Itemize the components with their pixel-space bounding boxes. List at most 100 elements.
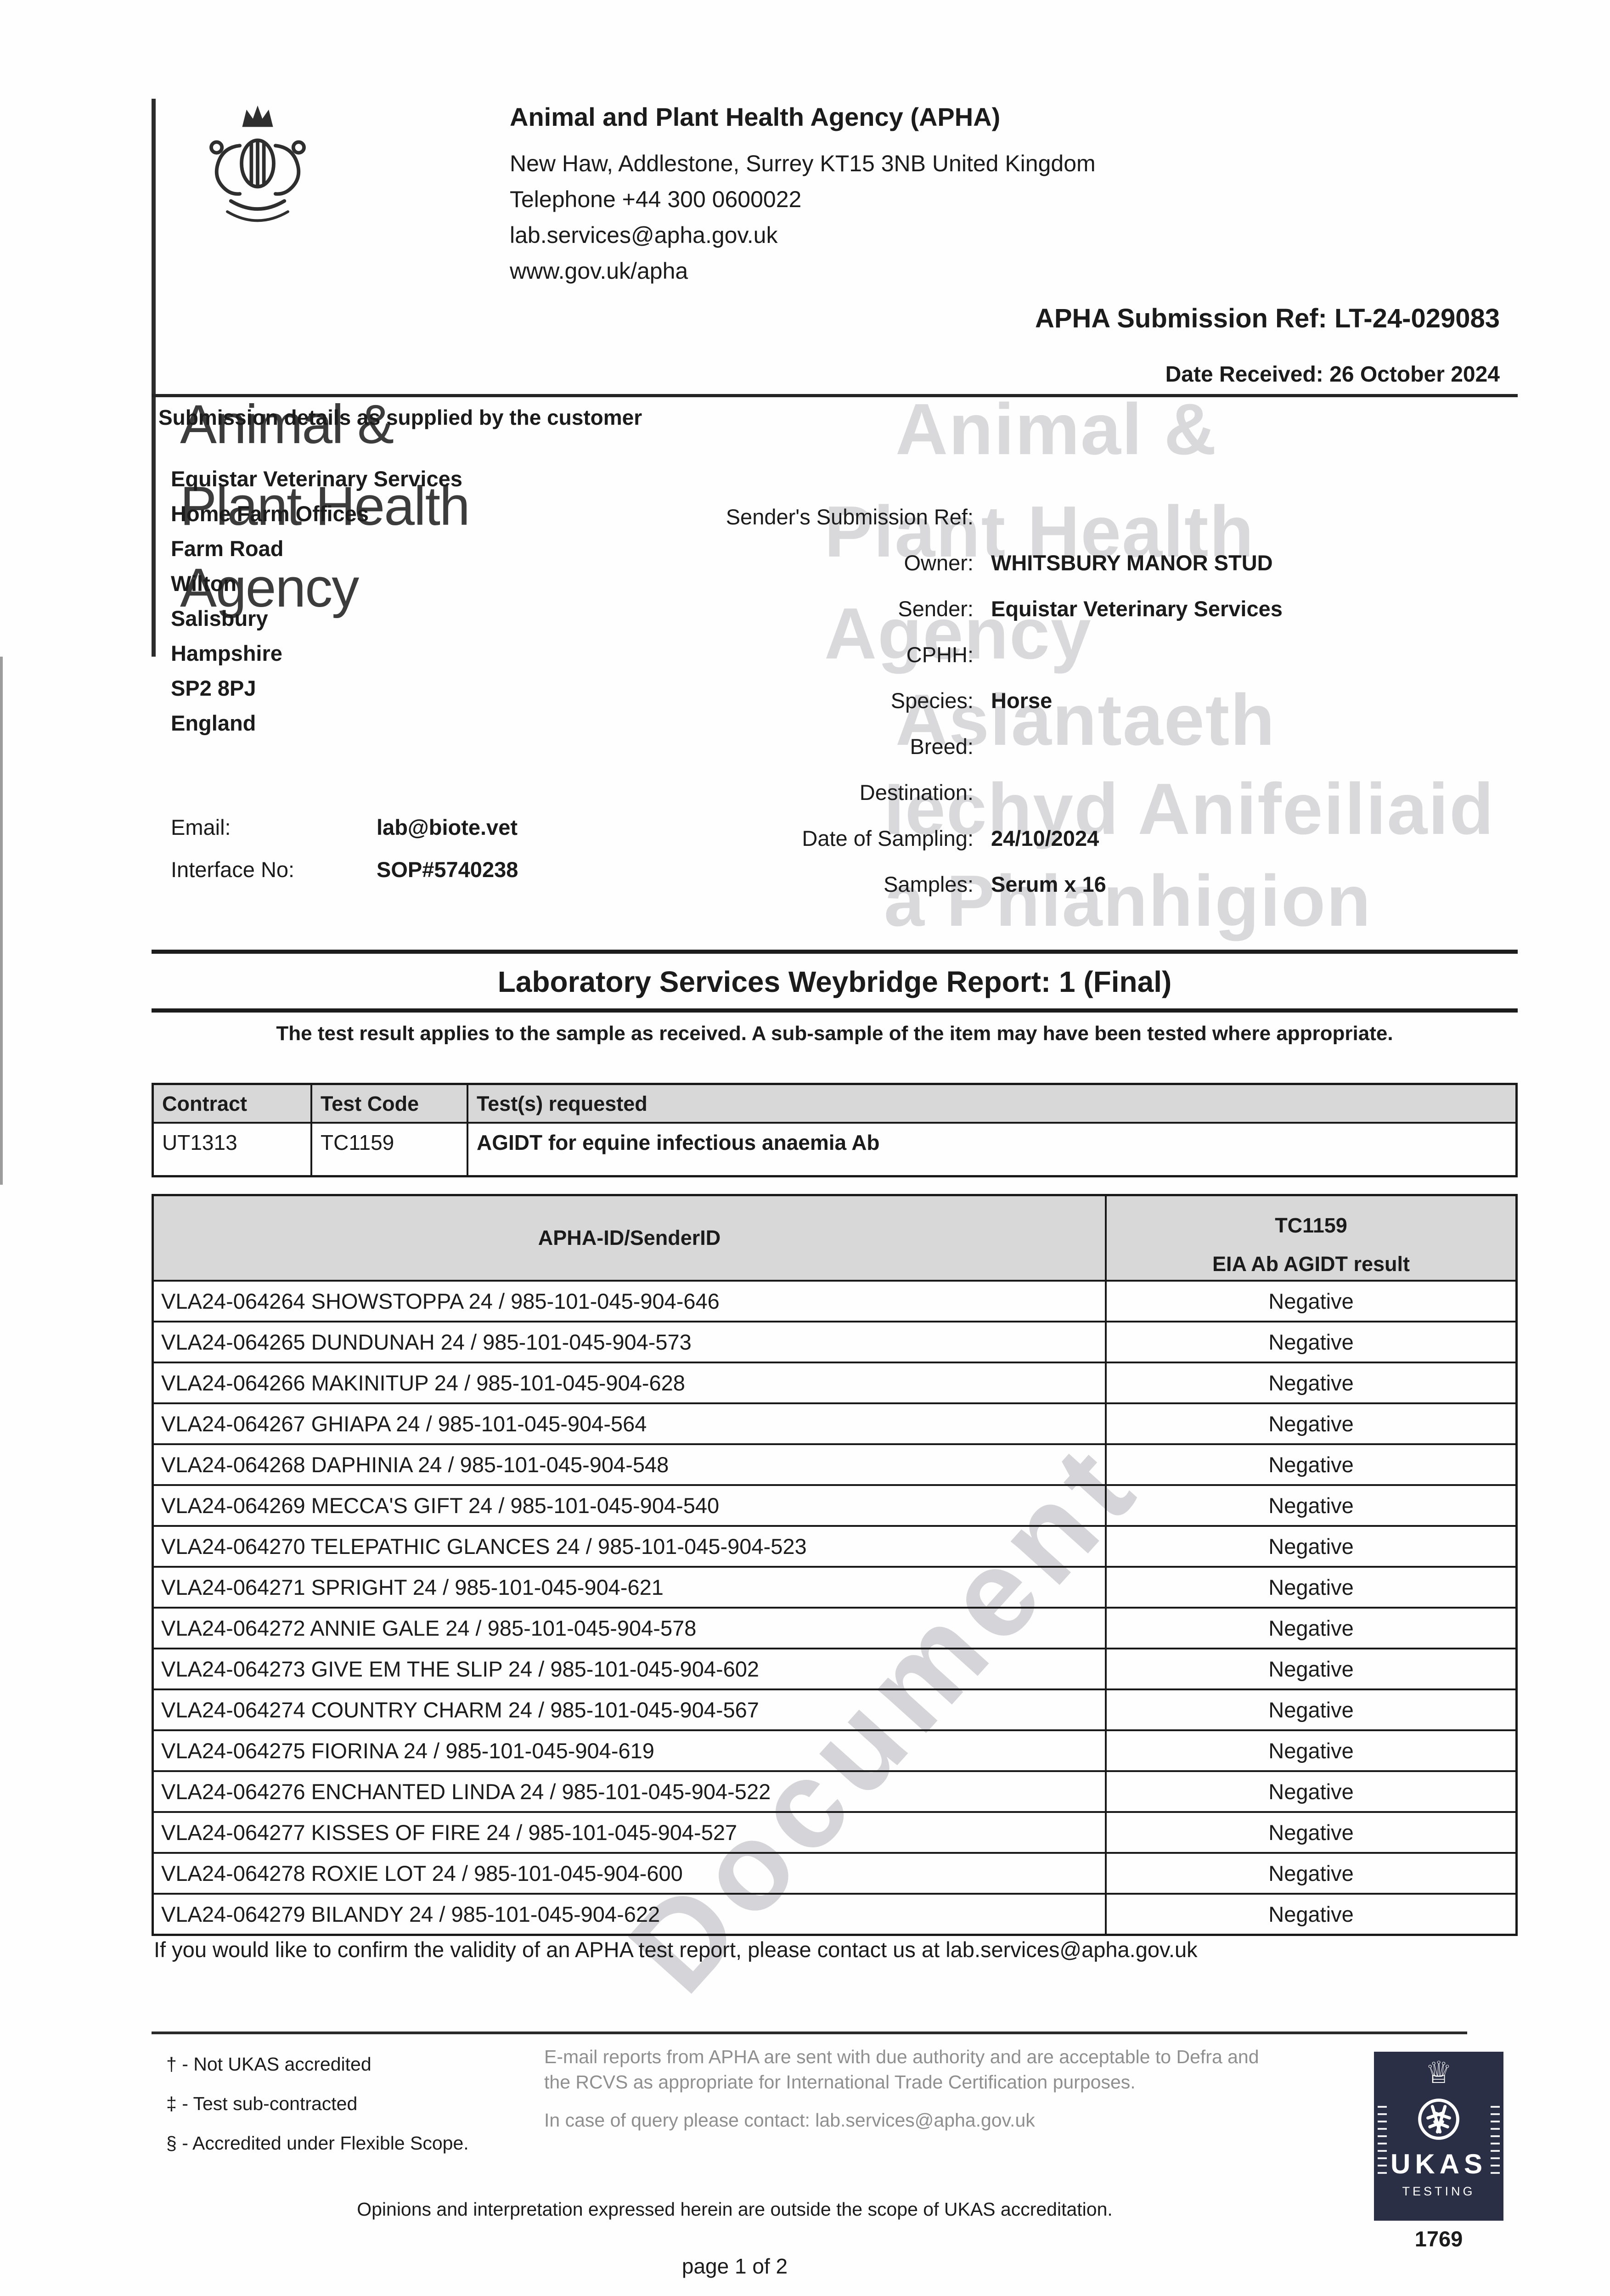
field-row: CPHH: xyxy=(666,631,1520,677)
field-value: 24/10/2024 xyxy=(991,826,1099,850)
agency-website: www.gov.uk/apha xyxy=(510,258,688,284)
ukas-ruler-ticks-left xyxy=(1378,2106,1387,2179)
apha-id-cell: VLA24-064275 FIORINA 24 / 985-101-045-90… xyxy=(154,1729,1107,1770)
customer-address-line: England xyxy=(171,711,256,735)
field-label: Destination: xyxy=(859,780,974,805)
field-value: WHITSBURY MANOR STUD xyxy=(991,550,1273,575)
results-header-id: APHA-ID/SenderID xyxy=(154,1196,1107,1280)
field-value: Serum x 16 xyxy=(991,872,1106,896)
field-label: Breed: xyxy=(910,734,974,759)
result-cell: Negative xyxy=(1107,1852,1515,1893)
result-cell: Negative xyxy=(1107,1729,1515,1770)
apha-id-cell: VLA24-064274 COUNTRY CHARM 24 / 985-101-… xyxy=(154,1688,1107,1729)
apha-id-cell: VLA24-064268 DAPHINIA 24 / 985-101-045-9… xyxy=(154,1443,1107,1484)
contact-fields: Email: lab@biote.vet Interface No: SOP#574… xyxy=(171,806,814,890)
page-indicator: page 1 of 2 xyxy=(681,2254,788,2278)
ukas-crown-icon: ♕ xyxy=(1425,2055,1452,2089)
results-header-test-code: TC1159 xyxy=(1275,1214,1347,1237)
ukas-ruler-ticks-right xyxy=(1491,2106,1500,2179)
logo-wordmark: Animal & Plant Health Agency xyxy=(180,383,470,629)
field-label: Sender: xyxy=(898,596,974,621)
report-title: Laboratory Services Weybridge Report: 1 … xyxy=(497,965,1172,998)
result-cell: Negative xyxy=(1107,1321,1515,1362)
watermark-agency-line: Plant Health xyxy=(824,491,1255,572)
email-label: Email: xyxy=(171,815,231,839)
result-cell: Negative xyxy=(1107,1525,1515,1566)
agency-contact-block: Animal and Plant Health Agency (APHA) Ne… xyxy=(510,102,1474,289)
customer-address-line: SP2 8PJ xyxy=(171,676,256,700)
apha-id-cell: VLA24-064265 DUNDUNAH 24 / 985-101-045-9… xyxy=(154,1321,1107,1362)
customer-address-line: Wilton xyxy=(171,571,237,596)
result-cell: Negative xyxy=(1107,1648,1515,1688)
validity-note: If you would like to confirm the validit… xyxy=(154,1937,1198,1962)
ukas-testing-label: TESTING xyxy=(1402,2184,1475,2198)
field-label: Date of Sampling: xyxy=(802,826,974,850)
ukas-accreditation-logo: ♕ UKAS TESTING xyxy=(1374,2052,1503,2221)
result-cell: Negative xyxy=(1107,1484,1515,1525)
field-row: Date of Sampling: 24/10/2024 xyxy=(666,815,1520,861)
field-row: Samples: Serum x 16 xyxy=(666,861,1520,907)
watermark-agency-line: Animal & xyxy=(895,389,1217,470)
agency-name: Animal and Plant Health Agency (APHA) xyxy=(510,102,1001,131)
apha-id-cell: VLA24-064267 GHIAPA 24 / 985-101-045-904… xyxy=(154,1402,1107,1443)
royal-crest-icon xyxy=(195,99,320,260)
customer-address-line: Farm Road xyxy=(171,536,284,561)
field-row: Destination: xyxy=(666,769,1520,815)
apha-id-cell: VLA24-064273 GIVE EM THE SLIP 24 / 985-1… xyxy=(154,1648,1107,1688)
field-label: Samples: xyxy=(884,872,974,896)
email-value: lab@biote.vet xyxy=(377,815,518,839)
customer-address-line: Salisbury xyxy=(171,606,268,630)
scan-edge-artifact xyxy=(0,657,3,1185)
field-row: Sender: Equistar Veterinary Services xyxy=(666,585,1520,631)
field-row: Sender's Submission Ref: xyxy=(666,494,1520,540)
field-value: Equistar Veterinary Services xyxy=(991,596,1283,621)
results-header-test: TC1159 EIA Ab AGIDT result xyxy=(1107,1196,1515,1280)
field-label: Owner: xyxy=(904,550,974,575)
customer-address-line: Home Farm Offices xyxy=(171,501,369,526)
divider-line xyxy=(152,394,1518,397)
apha-id-cell: VLA24-064266 MAKINITUP 24 / 985-101-045-… xyxy=(154,1362,1107,1402)
email-authority-notice: E-mail reports from APHA are sent with d… xyxy=(544,2046,1259,2093)
customer-address-line: Hampshire xyxy=(171,641,282,665)
footnote-not-ukas: † - Not UKAS accredited xyxy=(166,2053,372,2075)
test-code-cell: TC1159 xyxy=(312,1124,468,1175)
agency-telephone: Telephone +44 300 0600022 xyxy=(510,186,802,212)
ukas-number: 1769 xyxy=(1414,2227,1463,2251)
email-authority-notice-block: E-mail reports from APHA are sent with d… xyxy=(544,2044,1272,2133)
ukas-name: UKAS xyxy=(1390,2149,1487,2179)
contract-table: Contract Test Code Test(s) requested UT1… xyxy=(152,1083,1518,1177)
watermark-agency-line: Asiantaeth xyxy=(895,680,1276,760)
apha-id-cell: VLA24-064270 TELEPATHIC GLANCES 24 / 985… xyxy=(154,1525,1107,1566)
result-cell: Negative xyxy=(1107,1280,1515,1321)
logo-wordmark-line2: Plant Health xyxy=(180,475,470,537)
tests-requested-cell: AGIDT for equine infectious anaemia Ab xyxy=(477,1131,880,1154)
watermark-agency-line: Agency xyxy=(824,593,1092,674)
result-cell: Negative xyxy=(1107,1688,1515,1729)
submission-details-heading: Submission details as supplied by the cu… xyxy=(158,405,642,429)
agency-email: lab.services@apha.gov.uk xyxy=(510,222,778,248)
apha-id-cell: VLA24-064277 KISSES OF FIRE 24 / 985-101… xyxy=(154,1811,1107,1852)
field-row: Species: Horse xyxy=(666,677,1520,723)
logo-wordmark-line3: Agency xyxy=(180,557,359,619)
apha-id-cell: VLA24-064269 MECCA'S GIFT 24 / 985-101-0… xyxy=(154,1484,1107,1525)
banner-top-line xyxy=(152,950,1518,954)
field-row: Owner: WHITSBURY MANOR STUD xyxy=(666,540,1520,585)
results-header-test-name: EIA Ab AGIDT result xyxy=(1212,1252,1410,1276)
field-row: Breed: xyxy=(666,723,1520,769)
contract-table-header-tests: Test(s) requested xyxy=(468,1085,1515,1124)
contract-cell: UT1313 xyxy=(154,1124,312,1175)
interface-value: SOP#5740238 xyxy=(377,857,518,882)
result-cell: Negative xyxy=(1107,1566,1515,1607)
result-cell: Negative xyxy=(1107,1811,1515,1852)
result-cell: Negative xyxy=(1107,1362,1515,1402)
interface-row: Interface No: SOP#5740238 xyxy=(171,848,814,890)
watermark-agency-line: a Phlanhigion xyxy=(884,861,1372,941)
watermark-agency-line: Iechyd Anifeiliaid xyxy=(884,769,1495,850)
apha-submission-ref: APHA Submission Ref: LT-24-029083 xyxy=(1035,304,1500,333)
contract-table-header-contract: Contract xyxy=(154,1085,312,1124)
apha-id-cell: VLA24-064279 BILANDY 24 / 985-101-045-90… xyxy=(154,1893,1107,1934)
result-cell: Negative xyxy=(1107,1893,1515,1934)
customer-address-block: Equistar Veterinary Services Home Farm O… xyxy=(171,461,462,741)
interface-label: Interface No: xyxy=(171,857,295,882)
